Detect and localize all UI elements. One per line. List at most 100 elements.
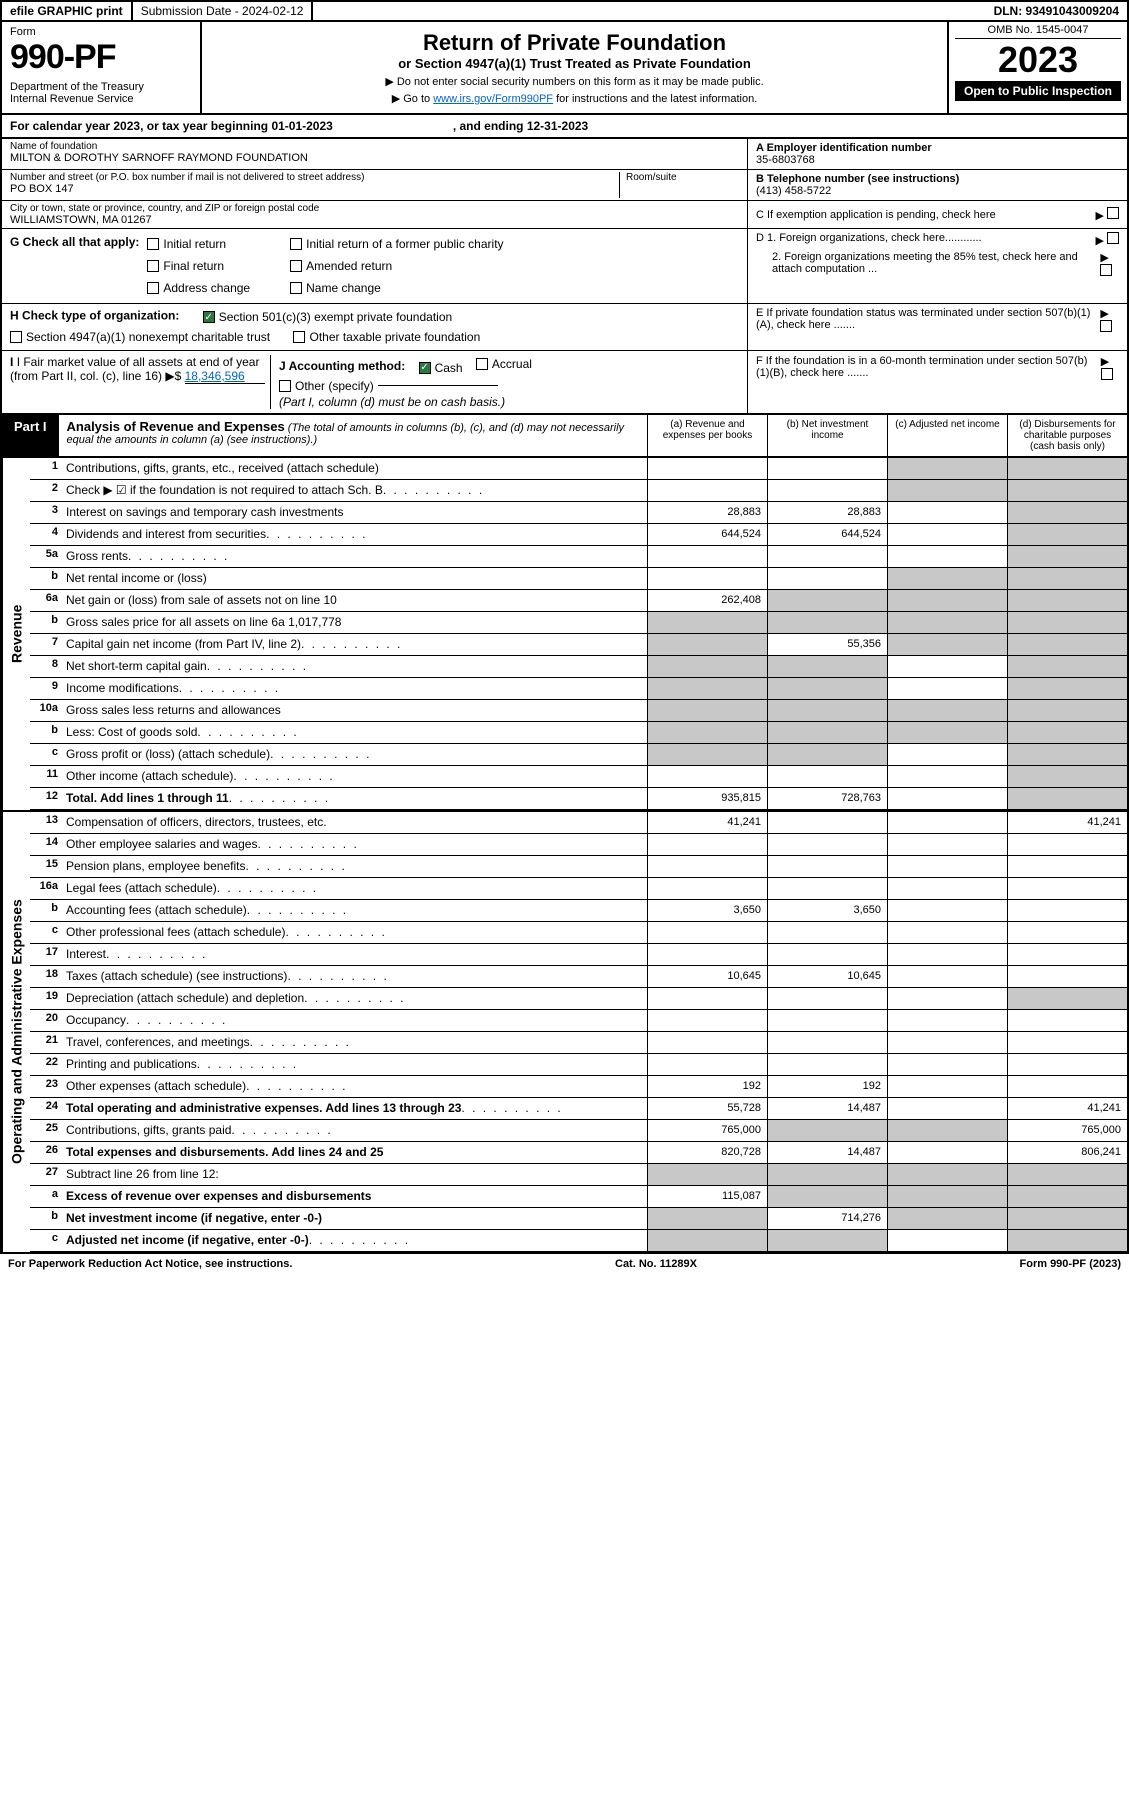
table-row: 25Contributions, gifts, grants paid765,0…	[30, 1120, 1127, 1142]
col-d: (d) Disbursements for charitable purpose…	[1007, 415, 1127, 456]
cell	[647, 1010, 767, 1031]
row-num: c	[30, 744, 62, 765]
cell-shaded	[1007, 700, 1127, 721]
cell	[887, 744, 1007, 765]
cell: 115,087	[647, 1186, 767, 1207]
cell-shaded	[1007, 1164, 1127, 1185]
cell: 41,241	[1007, 812, 1127, 833]
row-desc: Net short-term capital gain	[62, 656, 647, 677]
note-ssn: ▶ Do not enter social security numbers o…	[210, 75, 939, 88]
irs-link[interactable]: www.irs.gov/Form990PF	[433, 93, 553, 105]
cell	[767, 1010, 887, 1031]
cell: 765,000	[647, 1120, 767, 1141]
table-row: 15Pension plans, employee benefits	[30, 856, 1127, 878]
row-num: 6a	[30, 590, 62, 611]
row-num: 15	[30, 856, 62, 877]
row-desc: Travel, conferences, and meetings	[62, 1032, 647, 1053]
row-num: 23	[30, 1076, 62, 1097]
row-desc: Interest on savings and temporary cash i…	[62, 502, 647, 523]
row-num: b	[30, 568, 62, 589]
cell	[1007, 1054, 1127, 1075]
row-desc: Less: Cost of goods sold	[62, 722, 647, 743]
cell: 192	[647, 1076, 767, 1097]
cell	[647, 944, 767, 965]
row-desc: Gross sales price for all assets on line…	[62, 612, 647, 633]
chk-other-taxable[interactable]	[293, 331, 305, 343]
dept: Department of the TreasuryInternal Reven…	[10, 81, 192, 105]
city: WILLIAMSTOWN, MA 01267	[10, 214, 739, 226]
form-title: Return of Private Foundation	[210, 30, 939, 56]
c-checkbox[interactable]	[1107, 207, 1119, 219]
row-desc: Total expenses and disbursements. Add li…	[62, 1142, 647, 1163]
c-label: C If exemption application is pending, c…	[756, 209, 996, 221]
cell: 806,241	[1007, 1142, 1127, 1163]
row-desc: Capital gain net income (from Part IV, l…	[62, 634, 647, 655]
cell-shaded	[887, 568, 1007, 589]
ein: 35-6803768	[756, 154, 1119, 166]
chk-amended[interactable]	[290, 260, 302, 272]
table-row: 12Total. Add lines 1 through 11935,81572…	[30, 788, 1127, 810]
table-row: bNet rental income or (loss)	[30, 568, 1127, 590]
cell	[887, 524, 1007, 545]
chk-initial-former[interactable]	[290, 238, 302, 250]
f-chk[interactable]	[1101, 368, 1113, 380]
efile-label[interactable]: efile GRAPHIC print	[2, 2, 133, 20]
chk-name-change[interactable]	[290, 282, 302, 294]
cell	[767, 546, 887, 567]
cell-shaded	[767, 1164, 887, 1185]
row-desc: Accounting fees (attach schedule)	[62, 900, 647, 921]
chk-cash[interactable]: ✓	[419, 362, 431, 374]
row-num: 19	[30, 988, 62, 1009]
chk-addr-change[interactable]	[147, 282, 159, 294]
cell-shaded	[1007, 656, 1127, 677]
row-num: 1	[30, 458, 62, 479]
cell: 935,815	[647, 788, 767, 809]
chk-other-method[interactable]	[279, 380, 291, 392]
table-row: 11Other income (attach schedule)	[30, 766, 1127, 788]
cell-shaded	[887, 1164, 1007, 1185]
cell	[767, 988, 887, 1009]
col-c: (c) Adjusted net income	[887, 415, 1007, 456]
cell	[887, 788, 1007, 809]
footer: For Paperwork Reduction Act Notice, see …	[0, 1254, 1129, 1274]
row-desc: Other income (attach schedule)	[62, 766, 647, 787]
chk-accrual[interactable]	[476, 358, 488, 370]
cell	[1007, 878, 1127, 899]
chk-initial[interactable]	[147, 238, 159, 250]
chk-4947[interactable]	[10, 331, 22, 343]
cell-shaded	[767, 744, 887, 765]
cell	[647, 458, 767, 479]
cell	[1007, 856, 1127, 877]
row-desc: Dividends and interest from securities	[62, 524, 647, 545]
city-label: City or town, state or province, country…	[10, 203, 739, 214]
chk-final[interactable]	[147, 260, 159, 272]
cell-shaded	[1007, 988, 1127, 1009]
e-label: E If private foundation status was termi…	[756, 307, 1100, 335]
cell-shaded	[647, 700, 767, 721]
cell: 41,241	[647, 812, 767, 833]
cell-shaded	[767, 656, 887, 677]
row-num: c	[30, 1230, 62, 1251]
cell	[767, 568, 887, 589]
cell	[1007, 1076, 1127, 1097]
e-chk[interactable]	[1100, 320, 1112, 332]
cell	[1007, 966, 1127, 987]
cell	[887, 502, 1007, 523]
cell	[767, 834, 887, 855]
row-desc: Interest	[62, 944, 647, 965]
tel-label: B Telephone number (see instructions)	[756, 173, 1119, 185]
i-value[interactable]: 18,346,596	[185, 369, 265, 384]
table-row: aExcess of revenue over expenses and dis…	[30, 1186, 1127, 1208]
chk-501c3[interactable]: ✓	[203, 311, 215, 323]
cell	[647, 766, 767, 787]
row-num: b	[30, 900, 62, 921]
d2-chk[interactable]	[1100, 264, 1112, 276]
cell-shaded	[887, 634, 1007, 655]
table-row: 21Travel, conferences, and meetings	[30, 1032, 1127, 1054]
row-desc: Gross rents	[62, 546, 647, 567]
row-desc: Gross sales less returns and allowances	[62, 700, 647, 721]
cell	[1007, 900, 1127, 921]
d1-chk[interactable]	[1107, 232, 1119, 244]
cell	[887, 546, 1007, 567]
row-desc: Subtract line 26 from line 12:	[62, 1164, 647, 1185]
